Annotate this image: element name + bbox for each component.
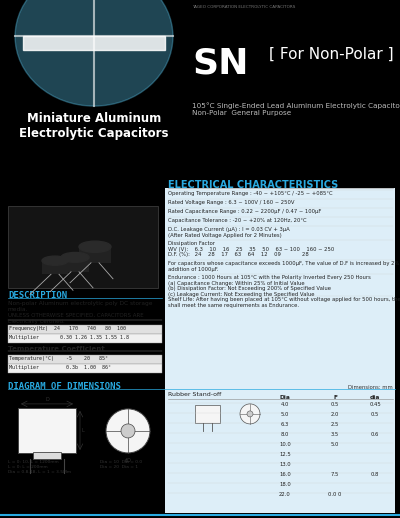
Text: UNLESS OTHERWISE SPECIFIED, CAPACITORS ARE
Electrically Certified.: UNLESS OTHERWISE SPECIFIED, CAPACITORS A… bbox=[8, 313, 144, 324]
Text: For capacitors whose capacitance exceeds 1000μF, The value of D.F is increased b: For capacitors whose capacitance exceeds… bbox=[168, 261, 400, 271]
Text: Dia = 0.8-18, L = 1 = 3.5Mm: Dia = 0.8-18, L = 1 = 3.5Mm bbox=[8, 470, 71, 474]
FancyBboxPatch shape bbox=[79, 247, 111, 263]
Text: 2.5: 2.5 bbox=[331, 422, 339, 427]
Text: dia: dia bbox=[370, 395, 380, 400]
FancyBboxPatch shape bbox=[22, 36, 166, 50]
Text: Operating Temperature Range : -40 ~ +105°C / -25 ~ +085°C: Operating Temperature Range : -40 ~ +105… bbox=[168, 191, 333, 196]
FancyBboxPatch shape bbox=[18, 408, 76, 453]
FancyBboxPatch shape bbox=[42, 261, 68, 275]
Text: 6.3: 6.3 bbox=[281, 422, 289, 427]
Text: F: F bbox=[333, 395, 337, 400]
FancyBboxPatch shape bbox=[165, 188, 395, 513]
Circle shape bbox=[15, 0, 173, 106]
Text: 7.5: 7.5 bbox=[331, 472, 339, 477]
Text: 2.0: 2.0 bbox=[331, 412, 339, 417]
Text: D.C. Leakage Current (μA) : I = 0.03 CV + 3μA
(After Rated Voltage Applied for 2: D.C. Leakage Current (μA) : I = 0.03 CV … bbox=[168, 227, 290, 238]
Text: ϕD: ϕD bbox=[124, 458, 132, 463]
Text: 0.8: 0.8 bbox=[371, 472, 379, 477]
Text: Frequency(Hz)  24   170   740   80  100: Frequency(Hz) 24 170 740 80 100 bbox=[9, 326, 126, 331]
Text: Dia = 20  Dia = 1: Dia = 20 Dia = 1 bbox=[100, 465, 138, 469]
Text: 10.0: 10.0 bbox=[279, 442, 291, 447]
FancyBboxPatch shape bbox=[8, 206, 158, 288]
Text: Miniature Aluminum
Electrolytic Capacitors: Miniature Aluminum Electrolytic Capacito… bbox=[19, 112, 169, 140]
Text: 105°C Single-Ended Lead Aluminum Electrolytic Capacitors for
Non-Polar  General : 105°C Single-Ended Lead Aluminum Electro… bbox=[192, 103, 400, 117]
Ellipse shape bbox=[79, 241, 111, 252]
Text: 3.5: 3.5 bbox=[331, 432, 339, 437]
Text: Non-polar Aluminum electrolytic poly DC storage
media.: Non-polar Aluminum electrolytic poly DC … bbox=[8, 301, 152, 312]
Text: YAGEO CORPORATION ELECTROLYTIC CAPACITORS: YAGEO CORPORATION ELECTROLYTIC CAPACITOR… bbox=[192, 5, 296, 9]
Text: 16.0: 16.0 bbox=[279, 472, 291, 477]
FancyBboxPatch shape bbox=[61, 257, 89, 272]
Circle shape bbox=[121, 424, 135, 438]
Text: 0.0 0: 0.0 0 bbox=[328, 492, 342, 497]
Text: DIAGRAM OF DIMENSIONS: DIAGRAM OF DIMENSIONS bbox=[8, 382, 121, 391]
Text: Rated Voltage Range : 6.3 ~ 100V / 160 ~ 250V: Rated Voltage Range : 6.3 ~ 100V / 160 ~… bbox=[168, 200, 294, 205]
Text: 8.0: 8.0 bbox=[281, 432, 289, 437]
Ellipse shape bbox=[42, 256, 68, 265]
Text: 0.5: 0.5 bbox=[331, 402, 339, 407]
Text: Endurance : 1000 Hours at 105°C with the Polarity Inverted Every 250 Hours
(a) C: Endurance : 1000 Hours at 105°C with the… bbox=[168, 275, 371, 297]
Text: L = 0: 10, L = 1200mm: L = 0: 10, L = 1200mm bbox=[8, 460, 59, 464]
Circle shape bbox=[247, 411, 253, 417]
Text: 0.5: 0.5 bbox=[371, 412, 379, 417]
Text: 5.0: 5.0 bbox=[331, 442, 339, 447]
FancyBboxPatch shape bbox=[195, 405, 220, 423]
FancyBboxPatch shape bbox=[8, 364, 162, 373]
Text: Multiplier         0.3b  1.00  86°: Multiplier 0.3b 1.00 86° bbox=[9, 365, 111, 370]
Text: L = 0: L = 200mm: L = 0: L = 200mm bbox=[8, 465, 48, 469]
Text: 13.0: 13.0 bbox=[279, 462, 291, 467]
Text: Capacitance Tolerance : -20 ~ +20% at 120Hz, 20°C: Capacitance Tolerance : -20 ~ +20% at 12… bbox=[168, 218, 307, 223]
Text: Dissipation Factor
WV (V):    6.3    10    16    25    35    50    63 ~ 100    1: Dissipation Factor WV (V): 6.3 10 16 25 … bbox=[168, 241, 334, 257]
Text: Temperature Coefficient: Temperature Coefficient bbox=[8, 346, 105, 352]
Text: 4.0: 4.0 bbox=[281, 402, 289, 407]
Text: D: D bbox=[45, 397, 49, 402]
FancyBboxPatch shape bbox=[8, 325, 162, 334]
Text: Dia: Dia bbox=[280, 395, 290, 400]
Text: 5.0: 5.0 bbox=[281, 412, 289, 417]
Text: Rubber Stand-off: Rubber Stand-off bbox=[168, 392, 221, 397]
Circle shape bbox=[240, 404, 260, 424]
Text: ELECTRICAL CHARACTERISTICS: ELECTRICAL CHARACTERISTICS bbox=[168, 180, 338, 190]
Text: 0.6: 0.6 bbox=[371, 432, 379, 437]
Text: 18.0: 18.0 bbox=[279, 482, 291, 487]
Text: Dia = 10  Dia = 0.0: Dia = 10 Dia = 0.0 bbox=[100, 460, 142, 464]
Text: Temperature(°C)    -5    20   85°: Temperature(°C) -5 20 85° bbox=[9, 356, 108, 361]
FancyBboxPatch shape bbox=[8, 355, 162, 364]
Text: DESCRIPTION: DESCRIPTION bbox=[8, 291, 67, 300]
Text: Dimensions: mm: Dimensions: mm bbox=[348, 385, 393, 390]
Text: Rated Capacitance Range : 0.22 ~ 2200μF / 0.47 ~ 100μF: Rated Capacitance Range : 0.22 ~ 2200μF … bbox=[168, 209, 321, 214]
FancyBboxPatch shape bbox=[33, 452, 61, 459]
Text: Shelf Life: After having been placed at 105°C without voltage applied for 500 ho: Shelf Life: After having been placed at … bbox=[168, 297, 400, 308]
Text: [ For Non-Polar ]: [ For Non-Polar ] bbox=[268, 47, 393, 62]
Text: SN: SN bbox=[192, 47, 249, 80]
Text: 0.45: 0.45 bbox=[369, 402, 381, 407]
Text: 12.5: 12.5 bbox=[279, 452, 291, 457]
Ellipse shape bbox=[61, 252, 89, 262]
Text: Multiplier       0.30 1.26 1.35 1.55 1.8: Multiplier 0.30 1.26 1.35 1.55 1.8 bbox=[9, 335, 129, 340]
FancyBboxPatch shape bbox=[8, 334, 162, 343]
Text: 22.0: 22.0 bbox=[279, 492, 291, 497]
Text: L: L bbox=[82, 428, 85, 433]
Circle shape bbox=[106, 409, 150, 453]
